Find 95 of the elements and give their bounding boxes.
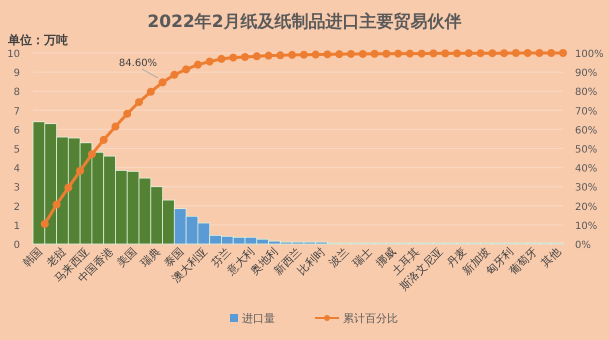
point: [264, 52, 273, 60]
point: [229, 54, 238, 62]
legend-label: 进口量: [242, 312, 275, 325]
point: [547, 49, 556, 57]
bar: [244, 236, 258, 244]
x-tick-label: 韩国: [20, 244, 46, 270]
bar: [91, 152, 104, 244]
point: [441, 49, 450, 58]
y2-tick-label: 90%: [575, 68, 598, 80]
point: [488, 49, 496, 58]
point: [406, 50, 414, 58]
point: [335, 50, 344, 58]
bar: [268, 240, 281, 244]
y-axis-title: 单位：万吨: [7, 33, 68, 47]
point: [288, 50, 296, 59]
point: [312, 50, 320, 59]
bar: [221, 236, 234, 244]
bar: [162, 200, 175, 244]
bar: [150, 186, 163, 244]
point: [429, 49, 438, 58]
legend-label: 累计百分比: [343, 312, 398, 325]
point: [40, 220, 49, 228]
y2-tick-label: 100%: [575, 49, 604, 60]
x-tick-label: 其他: [538, 244, 564, 270]
point: [76, 166, 84, 175]
bar: [209, 235, 222, 244]
point: [394, 50, 402, 58]
point: [535, 49, 544, 57]
point: [123, 110, 132, 118]
point: [323, 50, 332, 58]
point: [276, 51, 284, 60]
bar: [186, 216, 198, 244]
y2-tick-label: 50%: [575, 144, 598, 156]
point: [206, 58, 214, 66]
point: [170, 70, 178, 79]
point: [252, 52, 261, 60]
y-tick-label: 0: [14, 240, 20, 251]
y2-tick-label: 30%: [575, 182, 598, 194]
y-tick-label: 1: [14, 220, 20, 232]
y-tick-label: 7: [14, 106, 20, 118]
bar: [126, 171, 140, 244]
point: [135, 98, 143, 106]
bar: [197, 222, 210, 244]
bar: [256, 238, 269, 244]
y-tick-label: 9: [14, 68, 20, 80]
point: [100, 136, 108, 144]
point: [500, 49, 508, 58]
point: [370, 50, 379, 58]
bar: [232, 236, 246, 244]
point: [146, 88, 155, 96]
point: [347, 50, 355, 58]
point: [524, 49, 532, 57]
y2-tick-label: 60%: [575, 125, 598, 136]
x-tick-label: 瑞士: [350, 244, 375, 270]
point: [464, 49, 473, 58]
point: [182, 65, 190, 74]
annotation: 84.60%: [118, 58, 158, 69]
y-tick-label: 2: [14, 202, 20, 213]
point: [476, 49, 485, 58]
point: [241, 53, 249, 62]
point: [300, 50, 308, 59]
point: [217, 54, 226, 63]
y2-tick-label: 0%: [575, 240, 591, 251]
y-tick-label: 6: [14, 125, 20, 136]
y-tick-label: 10: [7, 49, 20, 60]
point: [453, 49, 461, 58]
point: [512, 49, 520, 57]
bar: [115, 170, 128, 244]
bar: [32, 121, 46, 244]
point: [52, 200, 61, 209]
y2-tick-label: 70%: [575, 106, 598, 118]
bar: [138, 178, 152, 244]
y-tick-label: 8: [14, 87, 20, 98]
y-tick-label: 5: [14, 144, 20, 156]
point: [158, 78, 167, 86]
point: [88, 150, 96, 158]
y2-tick-label: 80%: [575, 87, 598, 98]
bar: [103, 156, 116, 244]
point: [382, 50, 390, 58]
y-tick-label: 3: [14, 182, 20, 194]
point: [559, 49, 567, 57]
point: [111, 122, 120, 131]
x-tick-label: 波兰: [326, 244, 352, 270]
point: [358, 50, 367, 58]
point: [194, 60, 202, 69]
y2-tick-label: 10%: [575, 220, 598, 232]
y2-tick-label: 20%: [575, 202, 598, 213]
point: [418, 50, 426, 58]
y2-tick-label: 40%: [575, 164, 598, 175]
x-tick-label: 瑞典: [138, 244, 163, 270]
point: [64, 184, 72, 192]
y-tick-label: 4: [14, 164, 20, 175]
bar: [174, 208, 187, 244]
x-tick-label: 美国: [114, 244, 140, 270]
chart-title: 2022年2月纸及纸制品进口主要贸易伙伴: [147, 12, 462, 32]
